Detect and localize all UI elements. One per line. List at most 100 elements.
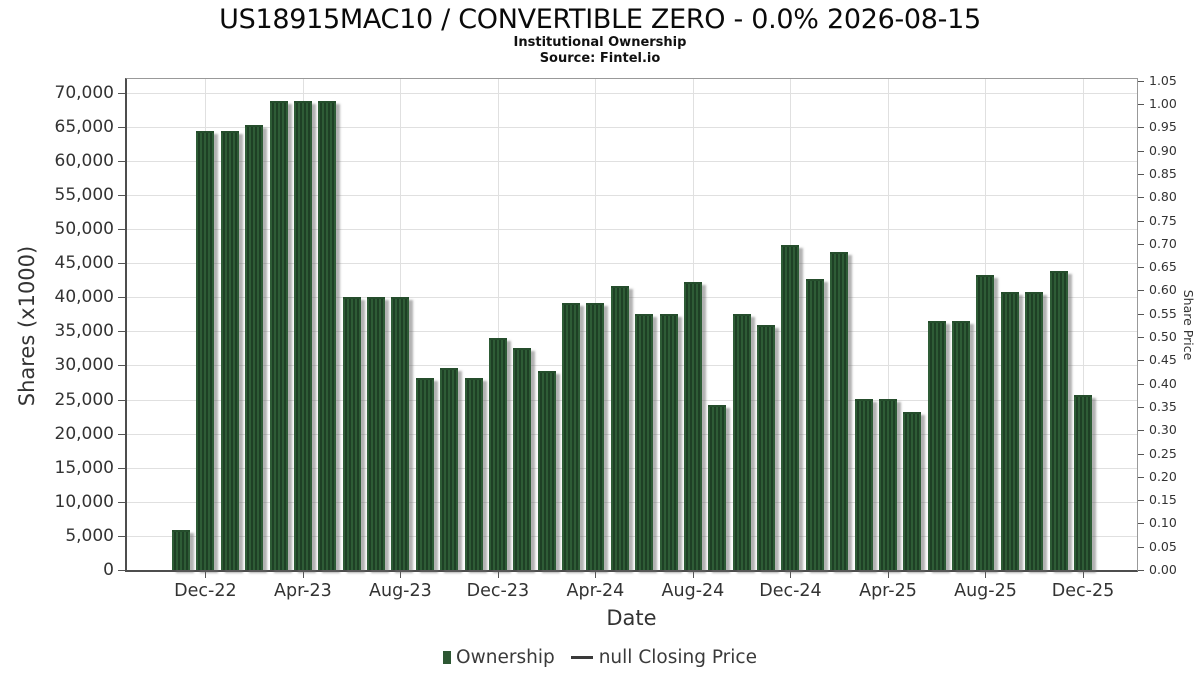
bar-Apr-24[interactable]	[586, 302, 605, 570]
bar-Aug-23[interactable]	[391, 296, 410, 570]
bar-May-25[interactable]	[903, 411, 922, 570]
y-tick-left	[118, 467, 125, 469]
bar-Nov-23[interactable]	[464, 378, 483, 570]
bar-Jul-24[interactable]	[659, 313, 678, 570]
y-tick-right	[1138, 476, 1144, 478]
y-tick-label-right: 0.15	[1149, 492, 1177, 508]
bar-Dec-24[interactable]	[781, 245, 800, 570]
h-gridline	[127, 194, 1137, 196]
y-tick-left	[118, 194, 125, 196]
bar-Dec-25[interactable]	[1074, 395, 1092, 570]
h-gridline	[127, 126, 1137, 128]
y-tick-right	[1138, 523, 1144, 525]
legend-item-closing-price[interactable]: null Closing Price	[555, 647, 757, 668]
y-tick-right	[1138, 290, 1144, 292]
y-tick-left	[118, 365, 125, 367]
y-tick-label-left: 15,000	[54, 457, 114, 478]
bar-Apr-23[interactable]	[293, 100, 312, 570]
y-tick-label-left: 25,000	[54, 389, 114, 410]
x-tick-label: Apr-25	[859, 581, 917, 601]
bar-Oct-23[interactable]	[440, 368, 459, 570]
h-gridline	[127, 229, 1137, 230]
x-tick	[497, 572, 499, 578]
y-tick-left	[118, 92, 125, 94]
y-tick-right	[1138, 453, 1144, 455]
y-tick-label-left: 35,000	[54, 321, 114, 342]
bar-Jun-23[interactable]	[342, 296, 361, 570]
plot-area	[125, 78, 1138, 572]
y-tick-label-left: 5,000	[65, 525, 114, 546]
x-tick-label: Dec-24	[759, 581, 822, 601]
bar-Oct-24[interactable]	[732, 313, 751, 570]
bar-Nov-24[interactable]	[757, 325, 776, 570]
y-tick-label-left: 55,000	[54, 184, 114, 205]
x-tick	[692, 572, 694, 578]
y-tick-right	[1138, 406, 1144, 408]
h-gridline	[127, 399, 1137, 401]
bar-Mar-24[interactable]	[562, 302, 581, 570]
bar-Sep-23[interactable]	[415, 378, 434, 570]
y-tick-label-right: 0.30	[1149, 422, 1177, 438]
x-tick	[302, 572, 304, 578]
h-gridline	[127, 297, 1137, 299]
bar-Jun-25[interactable]	[927, 321, 946, 570]
bar-Sep-24[interactable]	[708, 404, 727, 570]
y-tick-left	[118, 229, 125, 230]
chart-title: US18915MAC10 / CONVERTIBLE ZERO - 0.0% 2…	[219, 4, 981, 35]
bar-Feb-25[interactable]	[830, 251, 849, 570]
y-tick-label-right: 0.05	[1149, 538, 1177, 554]
y-tick-right	[1138, 104, 1144, 105]
legend: Ownership null Closing Price	[0, 644, 1200, 670]
y-tick-right	[1138, 313, 1144, 315]
y-tick-left	[118, 501, 125, 503]
price-legend-label: null Closing Price	[598, 646, 757, 668]
bar-Dec-23[interactable]	[488, 338, 507, 570]
legend-item-ownership[interactable]: Ownership	[443, 647, 555, 668]
x-tick	[985, 572, 987, 578]
bar-Oct-25[interactable]	[1025, 291, 1044, 570]
bar-Jan-23[interactable]	[220, 130, 239, 570]
bar-May-23[interactable]	[318, 100, 337, 570]
x-tick-label: Aug-23	[369, 581, 432, 601]
bar-Nov-25[interactable]	[1049, 270, 1068, 570]
y-tick-right	[1138, 430, 1144, 432]
y-tick-right	[1138, 80, 1144, 82]
bar-Jan-24[interactable]	[513, 348, 532, 570]
y-tick-right	[1138, 220, 1144, 222]
x-tick	[400, 572, 402, 578]
bar-Feb-24[interactable]	[537, 370, 556, 570]
chart-subtitle: Institutional Ownership	[513, 35, 687, 50]
bar-Aug-24[interactable]	[683, 282, 702, 570]
bar-Jun-24[interactable]	[635, 313, 654, 570]
x-tick-label: Dec-25	[1051, 581, 1115, 601]
bar-Nov-22[interactable]	[172, 529, 190, 570]
bar-Feb-23[interactable]	[245, 125, 264, 570]
y-tick-label-right: 0.50	[1149, 329, 1177, 344]
bar-Jul-25[interactable]	[952, 321, 971, 570]
y-tick-label-left: 0	[103, 560, 114, 580]
h-gridline	[127, 263, 1137, 265]
bar-May-24[interactable]	[610, 286, 629, 570]
v-gridline	[1083, 79, 1084, 570]
y-tick-right	[1138, 150, 1144, 152]
y-tick-right	[1138, 197, 1144, 199]
x-tick	[205, 572, 207, 578]
bar-Sep-25[interactable]	[1000, 291, 1019, 570]
y-tick-left	[118, 570, 125, 571]
x-tick	[887, 572, 889, 578]
y-tick-label-right: 0.65	[1149, 259, 1177, 275]
h-gridline	[127, 365, 1137, 367]
bar-Aug-25[interactable]	[976, 275, 995, 570]
bar-Dec-22[interactable]	[196, 130, 215, 570]
bar-Mar-25[interactable]	[854, 398, 873, 570]
y-tick-right	[1138, 243, 1144, 245]
y-tick-label-left: 70,000	[54, 82, 114, 103]
h-gridline	[127, 92, 1137, 94]
y-tick-label-right: 0.80	[1149, 189, 1177, 205]
bar-Apr-25[interactable]	[878, 398, 897, 570]
y-tick-label-left: 30,000	[54, 355, 114, 376]
bar-Mar-23[interactable]	[269, 100, 288, 570]
bar-Jan-25[interactable]	[805, 279, 824, 570]
bar-Jul-23[interactable]	[367, 296, 386, 570]
